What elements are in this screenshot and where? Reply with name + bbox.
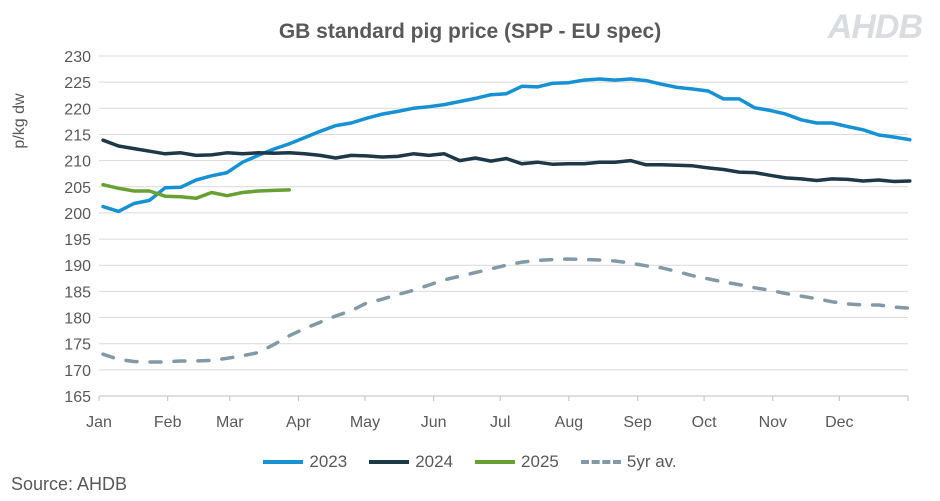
x-tick-label: Aug [555,414,583,431]
y-tick-label: 220 [64,101,91,118]
x-tick-label: Feb [154,414,182,431]
legend-swatch [475,460,516,464]
y-tick-label: 170 [64,363,91,380]
legend-swatch [580,460,621,464]
chart-title: GB standard pig price (SPP - EU spec) [278,20,662,43]
y-tick-label: 225 [64,75,91,92]
x-tick-label: Apr [286,414,312,431]
source-note: Source: AHDB [11,474,128,494]
legend-item-2025: 2025 [475,452,559,472]
y-tick-label: 210 [64,154,91,171]
y-tick-label: 165 [64,389,91,406]
y-tick-label: 205 [64,180,91,197]
legend-swatch [263,460,304,464]
y-tick-label: 190 [64,258,91,275]
x-tick-label: Mar [216,414,244,431]
x-tick-label: Jan [86,414,112,431]
series-line-5yr-av- [101,257,912,364]
legend-label: 5yr av. [626,452,677,471]
legend-label: 2023 [309,452,348,471]
series-line-2023 [101,77,912,214]
x-tick-label: Jul [490,414,510,431]
x-tick-label: Sep [623,414,652,431]
legend-label: 2025 [521,452,559,471]
legend-label: 2024 [415,452,454,471]
y-tick-label: 230 [64,49,91,66]
legend-swatch [369,460,410,464]
x-tick-label: Jun [421,414,447,431]
y-tick-label: 180 [64,311,91,328]
y-axis-label: p/kg dw [11,93,28,149]
legend: 2023 2024 2025 5yr av. [0,452,940,472]
ahdb-logo: AHDB [827,8,923,46]
x-tick-label: Oct [692,414,717,431]
x-tick-label: Dec [825,414,853,431]
series-line-2024 [101,138,912,184]
y-tick-label: 175 [64,337,91,354]
x-tick-label: Nov [759,414,787,431]
series-line-2025 [101,182,291,201]
y-tick-label: 215 [64,127,91,144]
legend-item-2023: 2023 [263,452,347,472]
legend-item-2024: 2024 [369,452,453,472]
y-tick-label: 185 [64,284,91,301]
legend-item-5yr-av: 5yr av. [580,452,677,472]
y-tick-label: 195 [64,232,91,249]
y-tick-label: 200 [64,206,91,223]
x-tick-label: May [350,414,380,431]
